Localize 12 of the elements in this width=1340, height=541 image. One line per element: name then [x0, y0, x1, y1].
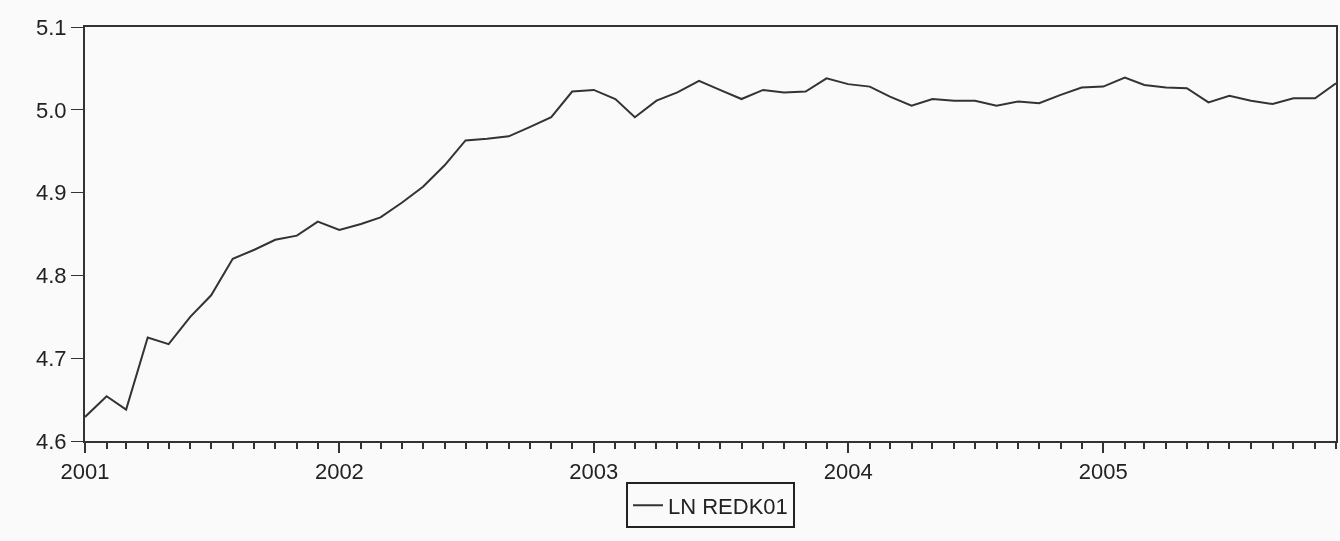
y-tick-label: 4.8: [36, 263, 67, 289]
x-tick-label: 2002: [314, 459, 364, 485]
legend-label: LN REDK01: [668, 493, 788, 519]
x-tick-label: 2005: [1078, 459, 1128, 485]
y-tick-label: 4.7: [36, 345, 67, 371]
x-tick-label: 2004: [823, 459, 873, 485]
y-tick-label: 4.9: [36, 180, 67, 206]
x-tick-label: 2003: [569, 459, 619, 485]
y-tick-label: 4.6: [36, 428, 67, 454]
y-tick-label: 5.0: [36, 97, 67, 123]
x-tick-label: 2001: [60, 459, 110, 485]
y-tick-label: 5.1: [36, 14, 67, 40]
